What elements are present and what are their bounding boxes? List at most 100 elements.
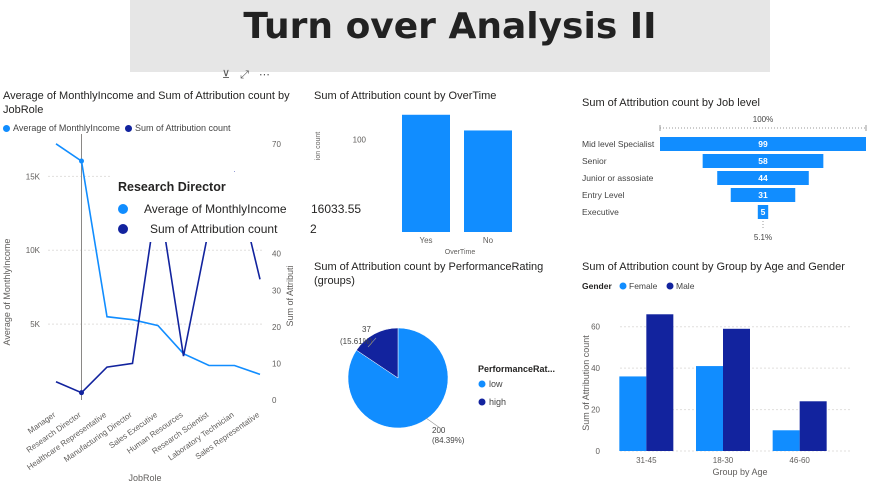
tooltip-title: Research Director: [118, 180, 226, 194]
x-tick-label: No: [483, 236, 494, 245]
pie-slice: [356, 327, 399, 379]
legend-dot-icon: [619, 282, 627, 290]
overtime-title: Sum of Attribution count by OverTime: [314, 90, 497, 102]
focus-mode-icon[interactable]: ⤢: [240, 69, 259, 81]
tooltip-value: 16033.55: [311, 202, 362, 216]
funnel-category-label: Entry Level: [582, 190, 625, 200]
pie-pct-label: (15.61%): [340, 337, 373, 346]
funnel-category-label: Junior or assosiate: [582, 173, 654, 183]
job-level-plot: 100% Mid level Specialist 99 Senior 58 Junior…: [582, 115, 867, 242]
legend-label: Female: [629, 281, 658, 291]
bar: [464, 130, 512, 232]
x-axis-title: Group by Age: [712, 467, 767, 477]
funnel-value-label: 5: [761, 207, 766, 217]
pie-pct-label: (84.39%): [432, 436, 465, 445]
y-tick-label: 20: [591, 406, 600, 415]
legend-dot-icon: [478, 380, 486, 388]
pie-legend-title: PerformanceRat...: [478, 364, 555, 374]
funnel-bar: [660, 137, 866, 151]
funnel-value-label: 99: [758, 139, 768, 149]
bar: [402, 114, 450, 232]
x-tick-label: 46-60: [789, 456, 810, 465]
dot-icon: [118, 204, 128, 214]
x-axis-title: OverTime: [445, 249, 476, 256]
y-tick-label: 0: [596, 447, 601, 456]
funnel-value-label: 44: [758, 173, 768, 183]
legend-item-attrition[interactable]: Sum of Attribution count: [125, 123, 231, 133]
age-gender-title: Sum of Attribution count by Group by Age…: [582, 261, 845, 273]
y-axis-title: Sum of Attribution count: [581, 335, 591, 431]
pie-leader-line: [425, 417, 441, 429]
y-tick-label: 100: [353, 136, 367, 145]
income-by-role-chart[interactable]: Average of MonthlyIncome and Sum of Attr…: [0, 86, 296, 486]
pie-leader-line: [367, 337, 377, 348]
funnel-bottom-label: 5.1%: [754, 233, 772, 242]
funnel-category-label: Executive: [582, 207, 619, 217]
y-tick-label: 10K: [26, 246, 41, 255]
funnel-bar: [757, 205, 769, 219]
funnel-category-label: Senior: [582, 156, 607, 166]
pie-value-label: 200: [432, 426, 446, 435]
legend-dot-icon: [478, 398, 486, 406]
overtime-chart[interactable]: Sum of Attribution count by OverTime 100…: [306, 86, 568, 256]
tooltip: Research Director Average of MonthlyInco…: [110, 172, 372, 242]
bar: [723, 328, 750, 451]
income-by-role-plot: 5K10K15K010203040506070ManagerResearch D…: [2, 134, 295, 483]
y2-tick-label: 30: [272, 286, 281, 295]
y-tick-label: 40: [591, 364, 600, 373]
job-level-title: Sum of Attribution count by Job level: [582, 97, 760, 109]
y2-tick-label: 20: [272, 323, 281, 332]
y2-tick-label: 10: [272, 359, 281, 368]
more-options-icon[interactable]: ⋯: [258, 69, 280, 81]
overtime-plot: 100 Yes No OverTime ion count: [315, 114, 512, 256]
bar: [799, 401, 827, 451]
x-tick-label: Yes: [419, 236, 432, 245]
filter-icon[interactable]: ⊻: [222, 69, 241, 81]
job-level-chart[interactable]: Sum of Attribution count by Job level 10…: [576, 94, 872, 254]
bar: [696, 366, 723, 451]
y-tick-label: 15K: [26, 172, 41, 181]
tooltip-label: Average of MonthlyIncome: [144, 202, 287, 216]
legend-dot-icon: [125, 125, 132, 133]
income-by-role-title: Average of MonthlyIncome and Sum of Attr…: [3, 90, 290, 116]
x-axis-title: JobRole: [128, 473, 161, 483]
dot-icon: [118, 224, 128, 234]
visual-header[interactable]: ⊻⤢⋯: [222, 68, 280, 82]
pie-value-label: 37: [362, 325, 371, 334]
age-gender-plot: 0 20 40 60 31-45 18-30 46-60 Group by Age Sum of…: [581, 281, 850, 477]
title-banner: Turn over Analysis II: [130, 0, 770, 72]
page-title: Turn over Analysis II: [243, 6, 657, 47]
legend-label: Male: [676, 281, 695, 291]
series-line: [55, 143, 261, 376]
funnel-category-label: Mid level Specialist: [582, 139, 655, 149]
pie-legend-label: high: [489, 397, 506, 407]
y2-axis-title: Sum of Attributi: [285, 265, 295, 326]
y-axis-title: ion count: [315, 132, 322, 160]
performance-title: Sum of Attribution count by PerformanceR…: [314, 261, 544, 287]
bar: [646, 314, 674, 451]
performance-chart[interactable]: Sum of Attribution count by PerformanceR…: [306, 258, 568, 486]
data-point: [79, 158, 84, 164]
funnel-bar: [702, 154, 824, 168]
y2-tick-label: 0: [272, 396, 277, 405]
y-tick-label: 5K: [30, 320, 40, 329]
funnel-value-label: 31: [758, 190, 768, 200]
x-tick-label: 31-45: [636, 456, 657, 465]
y2-tick-label: 70: [272, 140, 281, 149]
x-tick-label: 18-30: [713, 456, 734, 465]
bar: [619, 376, 647, 451]
y-axis-title: Average of MonthlyIncome: [2, 239, 12, 346]
legend-dot-icon: [3, 125, 10, 133]
age-gender-chart[interactable]: Sum of Attribution count by Group by Age…: [576, 258, 874, 486]
y2-tick-label: 40: [272, 250, 281, 259]
legend-item-income[interactable]: Average of MonthlyIncome: [3, 123, 120, 133]
performance-plot: 200(84.39%) 37 (15.61%) PerformanceRat... lo…: [340, 325, 555, 445]
legend-title: Gender: [582, 281, 612, 291]
funnel-bar: [730, 188, 796, 202]
pie-legend-label: low: [489, 379, 503, 389]
y-tick-label: 60: [591, 323, 600, 332]
bar: [772, 430, 800, 451]
data-point: [79, 390, 84, 396]
tooltip-label: Sum of Attribution count: [150, 222, 278, 236]
tooltip-value: 2: [310, 222, 317, 236]
